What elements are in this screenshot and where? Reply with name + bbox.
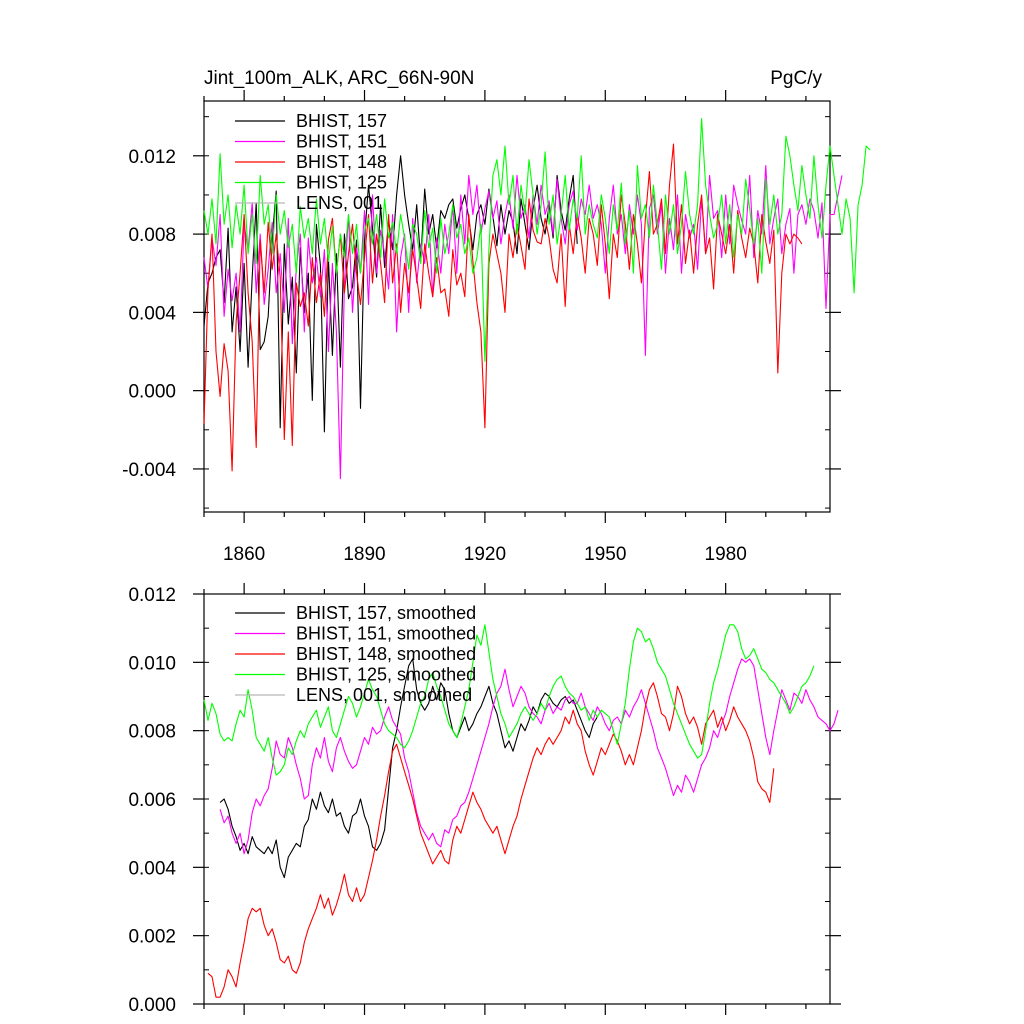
legend-label: BHIST, 125 xyxy=(296,173,387,193)
x-tick-label: 1920 xyxy=(464,544,506,565)
series-line xyxy=(207,682,775,998)
top-panel: Jint_100m_ALK, ARC_66N-90N PgC/y -0.004 0… xyxy=(122,68,871,565)
y-tick-label: 0.004 xyxy=(128,858,176,879)
x-tick-label: 1860 xyxy=(223,544,265,565)
legend-label: BHIST, 151, smoothed xyxy=(296,624,476,644)
y-tick-label: 0.010 xyxy=(128,653,176,674)
bottom-panel: 0.000 0.002 0.004 0.006 0.008 0.010 0.012 BHIS… xyxy=(128,583,841,1016)
series-line xyxy=(203,155,578,433)
y-tick-label: 0.000 xyxy=(128,995,176,1016)
top-panel-title: Jint_100m_ALK, ARC_66N-90N xyxy=(204,68,474,89)
series-line xyxy=(203,118,871,362)
top-ticks: -0.004 0.000 0.004 0.008 0.012 1860 1890 1920 19… xyxy=(122,90,841,565)
bottom-series xyxy=(203,624,839,998)
y-tick-label: -0.004 xyxy=(122,460,176,481)
y-tick-label: 0.012 xyxy=(128,585,176,606)
y-tick-label: 0.002 xyxy=(128,927,176,948)
y-tick-label: 0.000 xyxy=(128,382,176,403)
series-line xyxy=(203,624,815,776)
series-line xyxy=(203,143,803,472)
top-plot-frame xyxy=(203,100,831,513)
bottom-ticks: 0.000 0.002 0.004 0.006 0.008 0.010 0.012 xyxy=(128,583,841,1016)
series-line xyxy=(219,658,598,879)
top-series xyxy=(203,118,871,480)
x-tick-label: 1950 xyxy=(584,544,626,565)
legend-label: BHIST, 151 xyxy=(296,132,387,152)
legend-label: LENS, 001 xyxy=(296,193,383,213)
series-line xyxy=(219,658,839,855)
y-tick-label: 0.008 xyxy=(128,225,176,246)
y-tick-label: 0.008 xyxy=(128,722,176,743)
top-panel-units: PgC/y xyxy=(770,68,822,89)
legend-label: BHIST, 148 xyxy=(296,152,387,172)
legend-label: BHIST, 148, smoothed xyxy=(296,644,476,664)
legend-label: BHIST, 157 xyxy=(296,111,387,131)
legend-label: LENS, 001, smoothed xyxy=(296,685,472,705)
series-line xyxy=(203,165,843,480)
y-tick-label: 0.012 xyxy=(128,147,176,168)
x-tick-label: 1890 xyxy=(343,544,385,565)
legend-label: BHIST, 157, smoothed xyxy=(296,603,476,623)
x-tick-label: 1980 xyxy=(705,544,747,565)
y-tick-label: 0.006 xyxy=(128,790,176,811)
legend-label: BHIST, 125, smoothed xyxy=(296,665,476,685)
y-tick-label: 0.004 xyxy=(128,303,176,324)
